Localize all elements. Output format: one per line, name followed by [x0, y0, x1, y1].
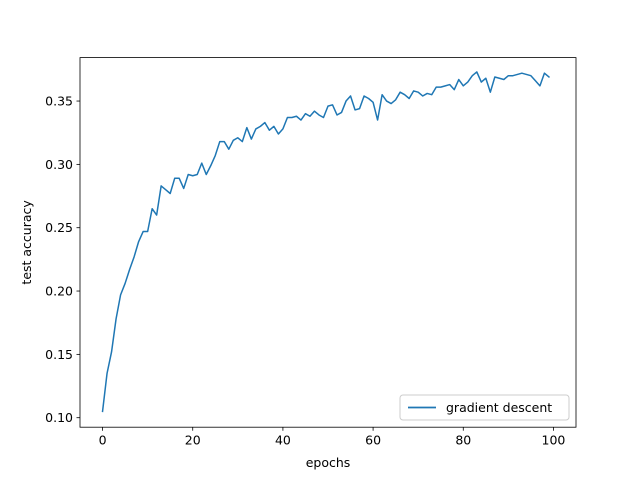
x-tick-label-0: 0: [99, 433, 107, 448]
legend-box: [399, 394, 570, 421]
x-tick-label-4: 80: [455, 433, 471, 448]
legend-label: gradient descent: [446, 400, 552, 415]
y-axis-label: test accuracy: [19, 200, 34, 285]
x-axis-label: epochs: [306, 455, 351, 470]
x-tick-label-1: 20: [185, 433, 201, 448]
y-tick-label-4: 0.30: [45, 157, 73, 172]
x-tick-label-5: 100: [542, 433, 566, 448]
axis-ticks: 0 20 40 60 80 100 0.10 0.15 0.20 0.25 0.30 0.35: [45, 94, 565, 448]
plot-area-frame: [79, 57, 577, 428]
y-tick-label-3: 0.25: [45, 220, 73, 235]
legend: gradient descent: [399, 394, 570, 421]
x-tick-label-3: 60: [365, 433, 381, 448]
y-tick-label-5: 0.35: [45, 94, 73, 109]
y-tick-label-0: 0.10: [45, 410, 73, 425]
series-line-0: [101, 71, 551, 413]
data-layer: [101, 71, 551, 413]
y-tick-label-2: 0.20: [45, 284, 73, 299]
y-tick-label-1: 0.15: [45, 347, 73, 362]
x-tick-label-2: 40: [275, 433, 291, 448]
